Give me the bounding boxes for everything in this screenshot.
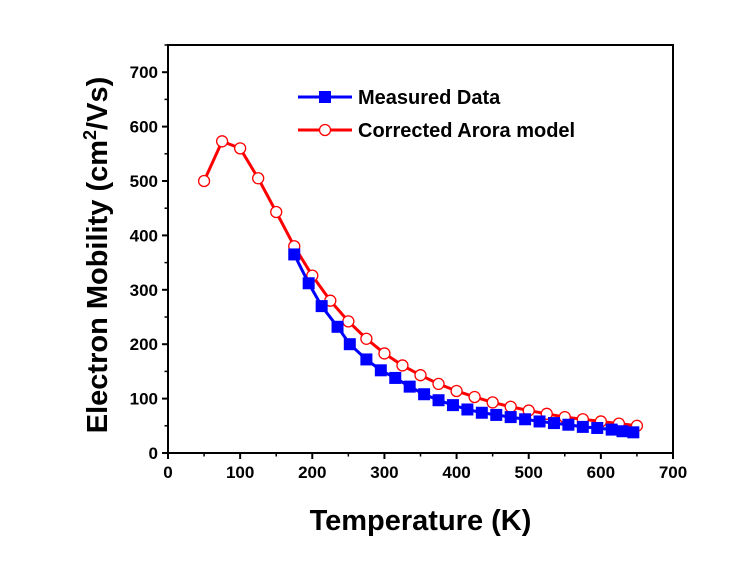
data-point [533, 415, 546, 428]
data-point [504, 411, 517, 424]
data-point [605, 423, 618, 436]
data-point [468, 390, 481, 404]
data-point [519, 413, 532, 426]
data-point [461, 403, 474, 416]
legend-label: Measured Data [358, 87, 501, 109]
data-point [403, 380, 416, 393]
plot-marks [197, 135, 644, 439]
data-point [233, 142, 247, 155]
data-point [374, 364, 387, 377]
data-point [450, 384, 463, 398]
series-1 [197, 135, 644, 432]
legend-entry: Measured Data [298, 87, 501, 109]
data-point [432, 377, 445, 391]
data-point [396, 359, 409, 372]
data-point [288, 248, 301, 261]
x-tick-label: 600 [587, 463, 615, 482]
data-point [378, 347, 391, 360]
x-axis-title: Temperature (K) [310, 505, 532, 537]
data-point [389, 371, 402, 384]
series-line [202, 139, 638, 428]
data-point [315, 300, 328, 313]
data-point [343, 338, 356, 351]
data-point [331, 320, 344, 333]
x-tick-label: 200 [298, 463, 326, 482]
y-axis-title-suffix: /Vs) [82, 77, 114, 130]
legend: Measured Data Corrected Arora model [298, 87, 575, 142]
y-tick-label: 600 [130, 118, 158, 137]
data-point [252, 172, 265, 185]
x-tick-label: 300 [370, 463, 398, 482]
data-point [270, 205, 283, 219]
y-tick-label: 0 [149, 444, 158, 463]
legend-label: Corrected Arora model [358, 120, 575, 142]
data-point [197, 174, 211, 188]
y-axis-title: Electron Mobility (cm2/Vs) [80, 77, 114, 433]
data-point [360, 332, 373, 345]
x-tick-label: 700 [659, 463, 687, 482]
data-point [490, 408, 503, 421]
data-point [591, 421, 604, 434]
data-point [475, 406, 488, 419]
legend-marker [318, 123, 332, 137]
data-point [418, 388, 431, 401]
y-tick-label: 400 [130, 226, 158, 245]
data-point [486, 396, 499, 409]
x-tick-label: 100 [226, 463, 254, 482]
y-tick-label: 700 [130, 63, 158, 82]
y-tick-label: 300 [130, 281, 158, 300]
y-axis-title-prefix: Electron Mobility (cm [82, 140, 114, 433]
data-point [446, 399, 459, 412]
legend-marker [319, 91, 331, 103]
data-point [360, 353, 373, 366]
legend-entry: Corrected Arora model [298, 120, 575, 142]
data-point [562, 418, 575, 431]
data-point [414, 369, 427, 382]
y-tick-label: 200 [130, 335, 158, 354]
data-point [547, 417, 560, 430]
x-tick-label: 0 [163, 463, 172, 482]
axes: 0 100 200 300 400 500 600 700 0 100 200 300 400 500 60… [130, 44, 687, 482]
data-point [215, 135, 229, 148]
y-tick-label: 500 [130, 172, 158, 191]
data-point [627, 426, 640, 439]
series-0 [288, 248, 640, 439]
data-point [504, 400, 517, 413]
data-point [576, 420, 589, 433]
x-tick-label: 500 [515, 463, 543, 482]
data-point [342, 315, 355, 328]
data-point [302, 277, 315, 290]
y-tick-label: 100 [130, 390, 158, 409]
x-tick-label: 400 [442, 463, 470, 482]
y-axis-title-superscript: 2 [80, 130, 100, 140]
data-point [616, 425, 629, 438]
data-point [432, 394, 445, 407]
